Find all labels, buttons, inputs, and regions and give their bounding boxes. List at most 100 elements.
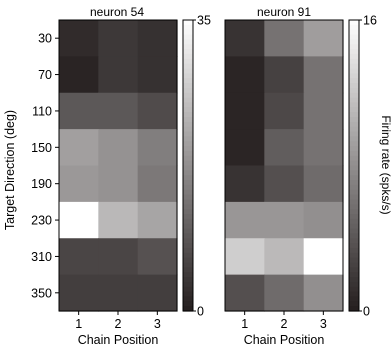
colorbar-tick-label: 35 (197, 14, 211, 28)
colorbar-segment (183, 306, 193, 312)
colorbar-segment (183, 238, 193, 244)
colorbar-segment (349, 277, 359, 283)
y-ticks: 30 70 110 150 190 230 310 350 (31, 32, 59, 300)
heatmap-cells (59, 20, 178, 312)
heatmap-cell (303, 165, 344, 203)
colorbar-segment (183, 262, 193, 268)
y-tick-label: 310 (31, 250, 52, 264)
colorbar: 0 35 (182, 14, 211, 319)
x-ticks: 1 2 3 (241, 311, 327, 331)
colorbar-segment (349, 209, 359, 215)
colorbar-segment (183, 92, 193, 99)
heatmap-cell (98, 129, 139, 167)
colorbar-segment (183, 277, 193, 283)
colorbar-segment (183, 112, 193, 118)
heatmap-cell (225, 92, 265, 130)
colorbar-segment (349, 257, 359, 264)
x-tick-label: 2 (115, 317, 122, 331)
colorbar-segment (349, 301, 359, 307)
colorbar-segment (183, 199, 193, 205)
heatmap-cell (98, 56, 139, 94)
colorbar-segment (349, 44, 359, 50)
colorbar-segment (349, 214, 359, 220)
heatmap-cell (137, 274, 178, 312)
colorbar-segment (349, 247, 359, 254)
colorbar-segment (349, 218, 359, 225)
colorbar-segment (349, 155, 359, 162)
x-tick-label: 1 (75, 317, 82, 331)
x-axis-label: Chain Position (78, 333, 159, 347)
colorbar-segment (183, 150, 193, 157)
colorbar-segment (183, 126, 193, 133)
colorbar-segment (349, 73, 359, 79)
y-tick-label: 350 (31, 286, 52, 300)
colorbar-segment (349, 286, 359, 293)
heatmap-cell (225, 20, 265, 57)
heatmap-cell (98, 92, 139, 130)
colorbar-segment (183, 247, 193, 254)
colorbar-segment (349, 68, 359, 74)
heatmap-cell (59, 20, 99, 57)
colorbar-segment (183, 29, 193, 36)
colorbar-segment (349, 194, 359, 201)
colorbar-segment (183, 160, 193, 167)
y-tick-label: 70 (38, 68, 52, 82)
colorbar-segment (183, 68, 193, 74)
heatmap-cell (303, 274, 344, 312)
colorbar-segment (183, 146, 193, 152)
colorbar-segment (183, 286, 193, 293)
colorbar-frame (182, 19, 194, 312)
colorbar-segment (183, 180, 193, 186)
y-tick-label: 30 (38, 32, 52, 46)
colorbar-segment (349, 228, 359, 234)
colorbar-segment (349, 272, 359, 278)
colorbar-segment (349, 291, 359, 298)
colorbar-segment (349, 141, 359, 147)
colorbar-segment (183, 252, 193, 259)
colorbar-segment (183, 194, 193, 201)
colorbar-segment (349, 136, 359, 142)
colorbar-segment (349, 49, 359, 55)
heatmap-cell (225, 274, 265, 312)
heatmap-cell (59, 238, 99, 276)
colorbar-segment (349, 29, 359, 36)
colorbar: 0 16 (348, 14, 377, 319)
colorbar-segment (183, 257, 193, 264)
heatmap-cell (303, 92, 344, 130)
colorbar-segment (349, 306, 359, 312)
heatmap-cell (98, 165, 139, 203)
heatmap-cell (264, 92, 305, 130)
colorbar-segment (349, 63, 359, 70)
colorbar-segment (349, 53, 359, 60)
heatmap-cell (59, 129, 99, 167)
heatmap-cells (225, 20, 344, 312)
heatmap-cell (225, 165, 265, 203)
colorbar-segment (349, 107, 359, 113)
colorbar-tick-label: 0 (363, 305, 370, 319)
colorbar-segment (183, 281, 193, 288)
colorbar-segment (349, 20, 359, 26)
heatmap-cell (137, 238, 178, 276)
heatmap-cell (137, 20, 178, 57)
colorbar-segment (349, 199, 359, 205)
heatmap-cell (59, 56, 99, 94)
colorbar-segment (349, 58, 359, 65)
colorbar-segment (349, 233, 359, 239)
heatmap-cell (98, 20, 139, 57)
colorbar-segment (183, 214, 193, 220)
colorbar-segment (349, 102, 359, 108)
heatmap-cell (225, 201, 265, 239)
panel-neuron-91: neuron 91 1 2 3 Chain Position 0 16 Firing … (224, 5, 391, 347)
colorbar-segment (183, 272, 193, 278)
colorbar-segment (183, 155, 193, 162)
heatmap-cell (303, 201, 344, 239)
heatmap-cell (225, 129, 265, 167)
colorbar-segment (183, 301, 193, 307)
x-ticks: 1 2 3 (75, 311, 161, 331)
colorbar-segment (183, 233, 193, 239)
heatmap-cell (225, 238, 265, 276)
heatmap-cell (137, 92, 178, 130)
heatmap-cell (137, 129, 178, 167)
heatmap-cell (137, 56, 178, 94)
heatmap-cell (98, 238, 139, 276)
